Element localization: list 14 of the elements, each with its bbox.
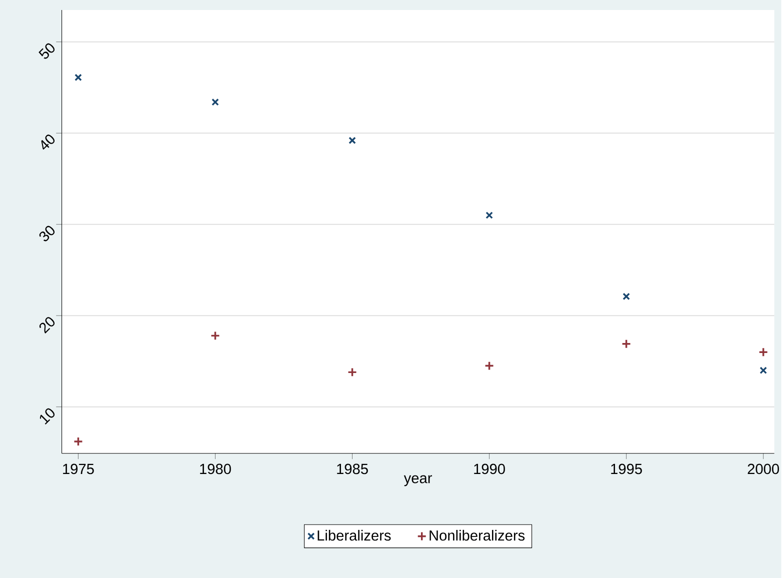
x-tick-label: 1980 <box>200 464 231 474</box>
y-tick-label: 20 <box>39 317 55 334</box>
x-tick-label: 1975 <box>63 464 94 474</box>
y-tick-label: 10 <box>40 408 55 424</box>
y-tick-label: 40 <box>41 134 55 150</box>
legend-label: Liberalizers <box>318 530 391 541</box>
x-tick-label: 1985 <box>337 464 368 474</box>
x-tick-label: 2000 <box>748 464 779 474</box>
legend-label: Nonliberalizers <box>430 530 525 541</box>
y-tick-label: 30 <box>39 226 55 242</box>
x-axis-title: year <box>404 475 432 486</box>
y-tick-label: 50 <box>38 43 55 59</box>
x-tick-label: 1990 <box>474 464 505 474</box>
x-tick-label: 1995 <box>611 464 642 474</box>
